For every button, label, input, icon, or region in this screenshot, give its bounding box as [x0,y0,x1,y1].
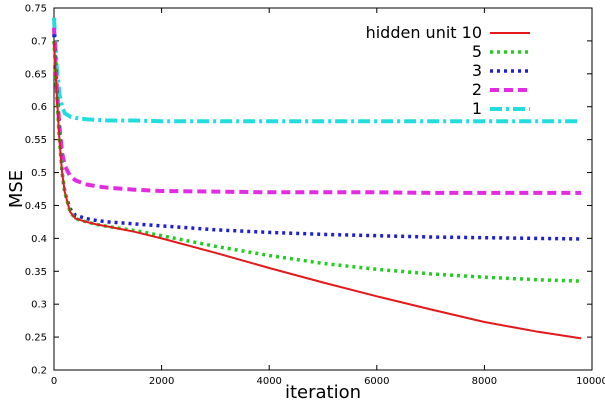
legend-label: 5 [472,42,482,61]
y-tick-label: 0.6 [31,102,47,113]
y-tick-label: 0.5 [31,168,47,179]
x-tick-label: 6000 [364,376,389,387]
x-tick-label: 2000 [149,376,174,387]
y-tick-label: 0.7 [31,36,47,47]
y-tick-label: 0.65 [25,69,47,80]
x-tick-label: 8000 [472,376,497,387]
x-tick-label: 0 [51,376,57,387]
y-tick-label: 0.25 [25,333,47,344]
y-tick-label: 0.75 [25,4,47,15]
x-tick-label: 4000 [256,376,281,387]
series-lines [52,17,582,340]
y-tick-label: 0.2 [31,366,47,377]
series-line [52,40,582,283]
axis-ticks: 0 2000 4000 6000 8000 10000 0.2 0.25 0.3 0.35 0.4 0… [25,4,605,388]
legend-label: 3 [472,61,482,80]
y-tick-label: 0.4 [31,234,47,245]
series-line [53,40,582,340]
legend-label: hidden unit 10 [366,23,482,42]
y-axis-title: MSE [6,170,27,208]
legend-label: 2 [472,80,482,99]
x-axis-title: iteration [285,382,361,403]
series-line [52,34,582,241]
legend-label: 1 [472,99,482,118]
y-tick-label: 0.3 [31,300,47,311]
series-line [52,17,582,124]
y-tick-label: 0.45 [25,201,47,212]
plot-border [53,7,593,371]
y-tick-label: 0.35 [25,267,47,278]
y-tick-label: 0.55 [25,135,47,146]
x-tick-label: 10000 [576,376,605,387]
series-line [52,27,582,195]
plot-area [53,7,593,371]
